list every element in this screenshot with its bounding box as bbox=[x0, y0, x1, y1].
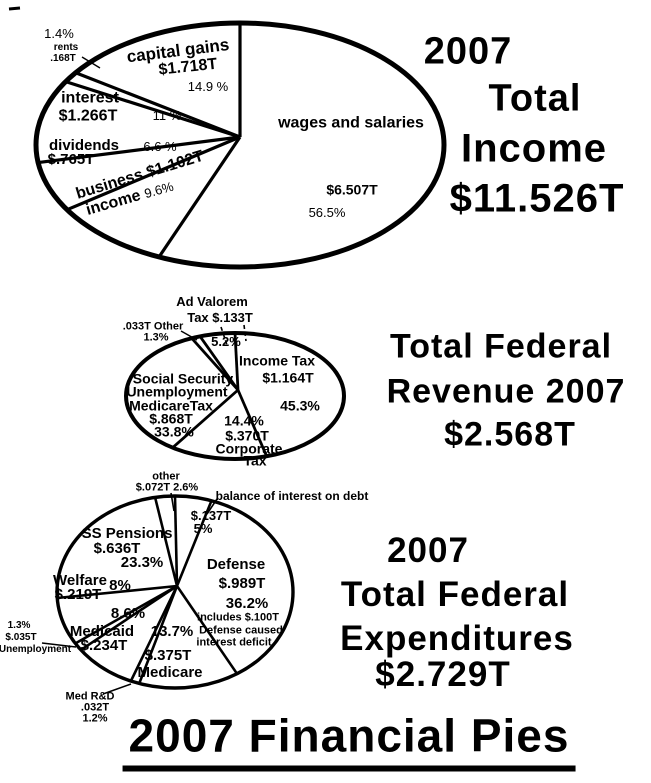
advalorem-name-label: Ad Valorem bbox=[176, 294, 248, 310]
ss-pensions-amount-label: $.636T bbox=[93, 540, 141, 558]
defense-note-line2: Defense caused bbox=[199, 624, 283, 637]
unemployment-leader-line bbox=[41, 642, 77, 648]
ss-tax-name-line2: Unemployment bbox=[126, 383, 228, 400]
interest-amount-label: $1.266T bbox=[58, 107, 118, 125]
ss-tax-name-line3: MedicareTax bbox=[129, 397, 213, 414]
welfare-pct-label: 8% bbox=[109, 577, 131, 595]
balance-of-interest-leader-line bbox=[206, 498, 218, 515]
medicare-pct-label: 13.7% bbox=[150, 623, 194, 641]
advalorem-name-part2: Tax bbox=[187, 310, 209, 326]
other-expend-pct: 2.6% bbox=[173, 481, 199, 494]
other-revenue-amount: .033T bbox=[122, 320, 151, 333]
welfare-amount-label: $.219T bbox=[54, 586, 102, 604]
expenditures-total-amount: $2.729T bbox=[375, 655, 511, 694]
advalorem-tick-right bbox=[243, 324, 247, 342]
med-rd-name-label: Med R&D bbox=[65, 690, 115, 703]
stray-mark bbox=[8, 6, 21, 11]
interest-pct-label: 11 % bbox=[152, 108, 182, 124]
balance-of-interest-pct-label: 5% bbox=[193, 521, 213, 537]
income-title-income: Income bbox=[460, 126, 608, 171]
corporate-tax-amount-label: $.370T bbox=[225, 427, 269, 444]
other-expend-amount-label: $.072T 2.6% bbox=[136, 482, 198, 493]
wages-pct-label: 56.5% bbox=[308, 205, 346, 221]
medicare-name-label: Medicare bbox=[137, 664, 203, 682]
advalorem-pct-label: 5.2% bbox=[211, 334, 241, 350]
income-tax-amount-label: $1.164T bbox=[262, 369, 314, 386]
other-expend-amount: $.072T bbox=[135, 481, 171, 494]
ss-pensions-name-label: SS Pensions bbox=[81, 525, 173, 543]
expenditures-title-year: 2007 bbox=[387, 531, 469, 570]
ss-tax-amount-label: $.868T bbox=[149, 410, 193, 427]
income-title-year: 2007 bbox=[423, 30, 513, 73]
revenue-title-line2: Revenue 2007 bbox=[386, 372, 626, 411]
advalorem-amount: $.133T bbox=[212, 310, 253, 326]
dividends-amount-label: $.765T bbox=[47, 151, 95, 169]
other-revenue-pct-label: 1.3% bbox=[143, 331, 169, 344]
dividends-pct-label: 6.6 % bbox=[143, 139, 177, 155]
medicaid-pct-label: 8.6% bbox=[110, 605, 146, 623]
expenditures-pie bbox=[55, 494, 295, 690]
medicare-amount-label: $.375T bbox=[144, 647, 192, 665]
revenue-total-amount: $2.568T bbox=[444, 415, 576, 454]
defense-note-line1: includes $.100T bbox=[197, 611, 279, 624]
welfare-name-label: Welfare bbox=[53, 572, 107, 590]
rents-pct-label: 1.4% bbox=[44, 26, 74, 42]
income-tax-pct-label: 45.3% bbox=[280, 397, 320, 414]
defense-amount-label: $.989T bbox=[218, 575, 266, 593]
income-pie bbox=[33, 20, 447, 270]
expenditures-title-line2: Total Federal bbox=[340, 575, 570, 614]
med-rd-pct-label: 1.2% bbox=[82, 712, 108, 725]
defense-note-line3: interest deficit bbox=[196, 636, 272, 649]
defense-name-label: Defense bbox=[206, 556, 266, 574]
defense-pct-label: 36.2% bbox=[225, 595, 269, 613]
other-revenue-leader-line bbox=[180, 330, 198, 341]
income-total-amount: $11.526T bbox=[449, 176, 625, 221]
rents-name-label: rents bbox=[53, 41, 79, 53]
advalorem-amount-label: Tax $.133T bbox=[187, 311, 253, 325]
ss-tax-name-line1: Social Security bbox=[132, 370, 234, 387]
wages-amount-label: $6.507T bbox=[326, 181, 378, 198]
other-expend-leader-line bbox=[170, 492, 175, 512]
med-rd-leader-line bbox=[102, 683, 132, 695]
income-tax-name-label: Income Tax bbox=[239, 352, 315, 369]
interest-name-label: interest bbox=[61, 89, 119, 107]
expenditures-title-line3: Expenditures bbox=[340, 619, 574, 658]
dividends-name-label: dividends bbox=[48, 137, 120, 155]
other-revenue-name: Other bbox=[153, 320, 184, 333]
corporate-tax-name-line1: Corporate bbox=[215, 440, 283, 457]
revenue-pie bbox=[124, 331, 346, 461]
ss-tax-pct-label: 33.8% bbox=[154, 423, 194, 440]
unemployment-name-label: Unemployment bbox=[0, 643, 72, 655]
other-expend-name-label: other bbox=[152, 470, 180, 483]
med-rd-amount-label: .032T bbox=[80, 701, 110, 714]
balance-of-interest-amount-label: $.137T bbox=[190, 508, 232, 524]
corporate-tax-name-line2: Tax bbox=[243, 452, 267, 469]
ss-pensions-pct-label: 23.3% bbox=[120, 554, 164, 572]
rents-amount-label: .168T bbox=[50, 52, 76, 64]
advalorem-tick-left bbox=[220, 326, 228, 346]
balance-of-interest-name-label: balance of interest on debt bbox=[215, 488, 369, 503]
capital-gains-pct-label: 14.9 % bbox=[187, 79, 229, 95]
other-revenue-label: .033T Other bbox=[123, 321, 184, 332]
revenue-title-line1: Total Federal bbox=[389, 327, 613, 366]
page-title: 2007 Financial Pies bbox=[122, 709, 576, 772]
rents-leader-line bbox=[81, 56, 101, 69]
wages-name-label: wages and salaries bbox=[278, 114, 424, 132]
corporate-tax-pct-label: 14.4% bbox=[224, 412, 264, 429]
unemployment-amount-label: $.035T bbox=[5, 631, 37, 643]
unemployment-pct-label: 1.3% bbox=[7, 619, 31, 631]
income-title-total: Total bbox=[488, 77, 582, 120]
medicaid-name-label: Medicaid bbox=[69, 623, 135, 641]
medicaid-amount-label: $.234T bbox=[80, 637, 128, 655]
